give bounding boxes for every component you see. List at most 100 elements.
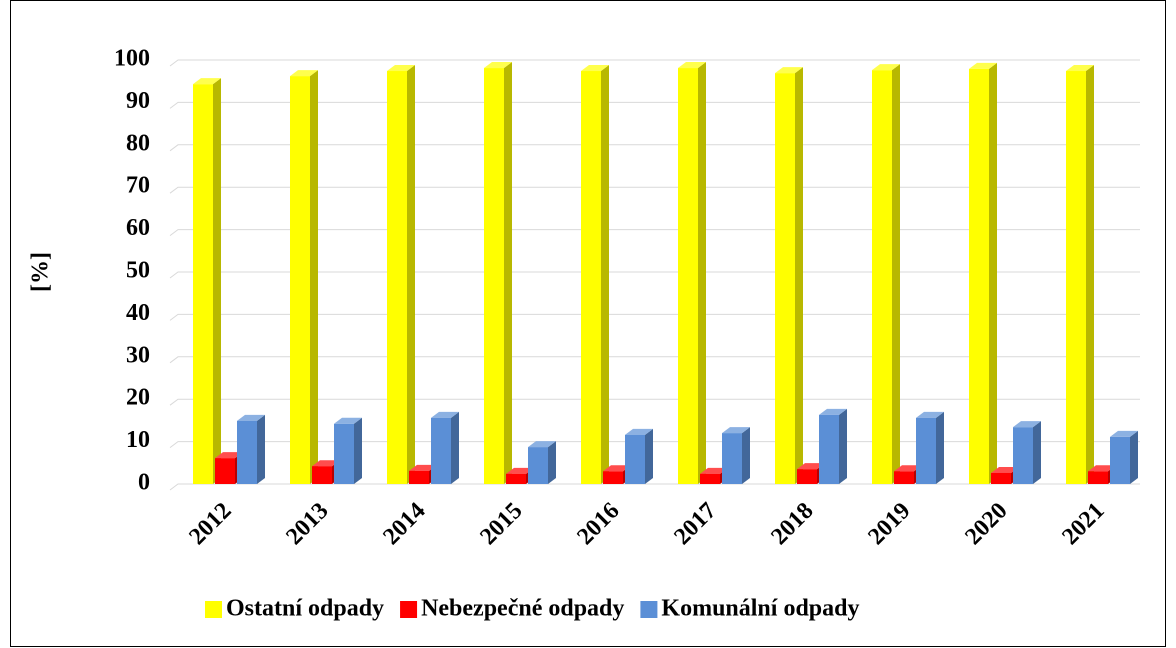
grid-line xyxy=(169,398,1140,406)
bar-front xyxy=(625,434,645,484)
bar-front xyxy=(581,71,601,485)
y-tick-label: 0 xyxy=(138,470,150,496)
bar-side xyxy=(839,408,847,484)
bar-side xyxy=(257,414,265,484)
legend-swatch xyxy=(205,601,222,618)
bar-top xyxy=(334,417,362,424)
bar-front xyxy=(506,473,526,484)
y-tick-label: 70 xyxy=(126,173,150,199)
y-tick-label: 100 xyxy=(114,46,150,72)
bar-top xyxy=(290,70,318,77)
bar-front xyxy=(797,469,817,484)
bar-top xyxy=(625,428,653,435)
bar-top xyxy=(969,62,997,69)
bar-top xyxy=(678,62,706,69)
bar-side xyxy=(504,62,512,484)
bar-side xyxy=(548,441,556,484)
bar-side xyxy=(1086,65,1094,485)
bar-front xyxy=(290,76,310,484)
bar xyxy=(678,62,706,484)
bar xyxy=(387,65,415,485)
bar-front xyxy=(484,68,504,484)
y-tick-label: 30 xyxy=(126,342,150,368)
legend-label: Nebezpečné odpady xyxy=(421,596,624,622)
bar-top xyxy=(872,64,900,71)
bar-front xyxy=(215,458,235,484)
bar xyxy=(581,65,609,485)
legend-swatch xyxy=(640,601,658,618)
bar-front xyxy=(872,70,892,485)
y-tick-label: 80 xyxy=(126,130,150,156)
bar xyxy=(237,414,265,484)
bar-top xyxy=(506,467,534,474)
y-axis-label: [%] xyxy=(28,252,54,292)
grid-line xyxy=(169,356,1140,364)
grid-line xyxy=(169,313,1140,321)
y-tick-label: 20 xyxy=(126,385,150,411)
bar-side xyxy=(407,65,415,485)
bar-top xyxy=(431,411,459,418)
bar-front xyxy=(409,470,429,484)
bar-top xyxy=(1066,65,1094,72)
bar-front xyxy=(193,84,213,484)
bar-side xyxy=(354,417,362,484)
grid-line xyxy=(169,229,1140,237)
grid-line xyxy=(169,144,1140,152)
y-tick-label: 90 xyxy=(126,88,150,114)
bar-front xyxy=(1066,71,1086,485)
bar-top xyxy=(409,464,437,471)
bar-front xyxy=(969,68,989,485)
grid-line xyxy=(169,186,1140,194)
bar-front xyxy=(916,417,936,484)
bar xyxy=(969,62,997,485)
bar-top xyxy=(797,463,825,470)
bar-top xyxy=(916,411,944,418)
bar-side xyxy=(1033,421,1041,484)
bar-top xyxy=(775,67,803,74)
bar xyxy=(1066,65,1094,485)
bar xyxy=(484,62,512,484)
grid-line xyxy=(169,101,1140,109)
bar-front xyxy=(722,433,742,484)
bar xyxy=(625,428,653,484)
bar-front xyxy=(1088,471,1108,484)
bar xyxy=(1013,421,1041,484)
bar-top xyxy=(1110,430,1138,437)
bar xyxy=(872,64,900,485)
bar-top xyxy=(700,467,728,474)
bar-front xyxy=(431,417,451,484)
bar-side xyxy=(645,428,653,484)
bar-front xyxy=(700,473,720,484)
bar-top xyxy=(603,465,631,472)
bar xyxy=(1110,430,1138,484)
bar-front xyxy=(894,471,914,484)
bar-side xyxy=(742,427,750,484)
bar-top xyxy=(1013,421,1041,428)
bar-top xyxy=(193,78,221,85)
bar-top xyxy=(991,466,1019,473)
bar xyxy=(775,67,803,485)
bar-front xyxy=(334,423,354,484)
bar-front xyxy=(237,420,257,484)
bar-side xyxy=(936,411,944,484)
bar-side xyxy=(892,64,900,485)
grid-line xyxy=(169,59,1140,67)
bar-front xyxy=(775,73,795,485)
bar xyxy=(819,408,847,484)
bar-front xyxy=(991,472,1011,484)
bar xyxy=(916,411,944,484)
bar xyxy=(290,70,318,484)
bar xyxy=(334,417,362,484)
bar-side xyxy=(310,70,318,484)
bar-top xyxy=(819,408,847,415)
bar xyxy=(722,427,750,484)
bar-front xyxy=(819,414,839,484)
legend-label: Ostatní odpady xyxy=(226,596,384,622)
bar-front xyxy=(678,68,698,484)
legend-swatch xyxy=(400,601,418,618)
bar-top xyxy=(722,427,750,434)
y-tick-label: 60 xyxy=(126,215,150,241)
y-tick-label: 10 xyxy=(126,427,150,453)
bar-top xyxy=(528,441,556,448)
bar-side xyxy=(989,62,997,485)
